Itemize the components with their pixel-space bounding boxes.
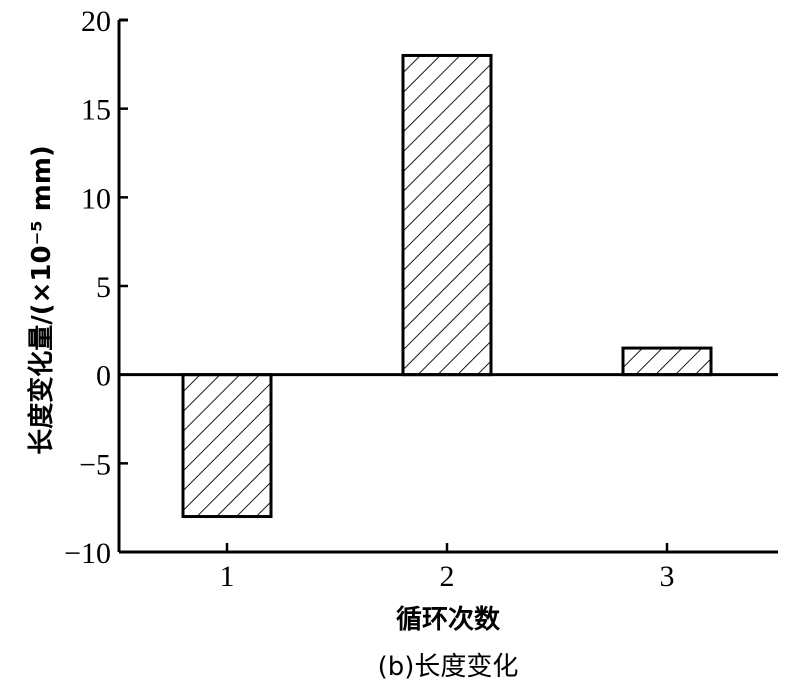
y-tick-label: −5	[79, 448, 111, 481]
bar	[181, 373, 273, 519]
y-tick-label: −10	[64, 537, 111, 570]
y-tick-label: 15	[81, 94, 111, 127]
y-tick-label: 20	[81, 5, 111, 38]
y-tick-label: 10	[81, 182, 111, 215]
bar	[621, 346, 713, 377]
y-tick-label: 0	[96, 360, 111, 393]
chart-title: (b)长度变化	[378, 652, 519, 682]
x-tick-label: 3	[660, 560, 675, 593]
x-axis-label: 循环次数	[396, 605, 501, 635]
y-axis-label: 长度变化量/(×10⁻⁵ mm)	[26, 145, 57, 455]
x-tick-label: 1	[220, 560, 235, 593]
x-tick-label: 2	[440, 560, 455, 593]
y-tick-label: 5	[96, 271, 111, 304]
bar	[401, 53, 493, 377]
